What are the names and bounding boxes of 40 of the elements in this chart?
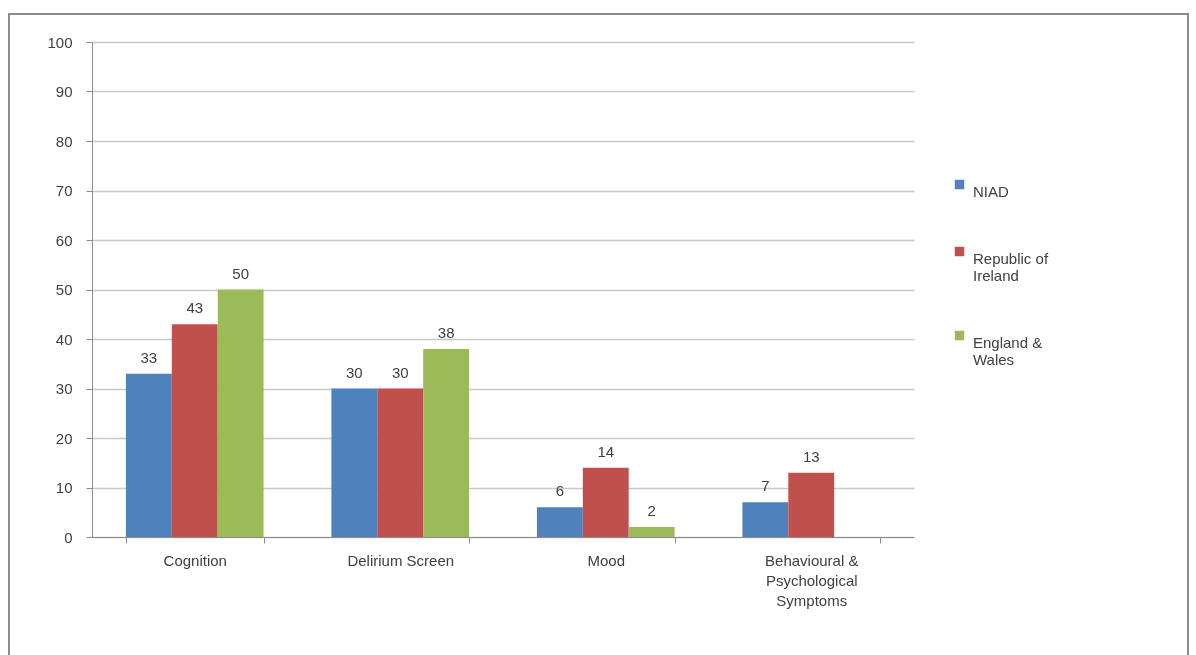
y-tick-label: 0 — [64, 528, 73, 546]
y-tick-label: 60 — [55, 231, 73, 249]
x-tick-label: Delirium Screen — [347, 551, 455, 569]
data-label: 13 — [802, 447, 820, 465]
bar — [582, 467, 629, 537]
bar — [536, 507, 583, 537]
data-label: 38 — [437, 323, 455, 341]
legend-label: Republic of Ireland — [973, 249, 1049, 284]
y-tick-label: 80 — [55, 132, 73, 150]
x-tick-label: Cognition — [163, 551, 227, 569]
data-label: 6 — [555, 482, 565, 500]
legend-label: England & Wales — [973, 333, 1043, 368]
data-label: 30 — [391, 363, 409, 381]
y-tick-label: 20 — [55, 429, 73, 447]
data-label: 30 — [346, 363, 363, 381]
y-tick-label: 50 — [55, 281, 73, 298]
bar — [628, 527, 675, 537]
bar — [217, 289, 264, 537]
x-tick-label: Behavioural & Psychological Symptoms — [765, 551, 859, 609]
x-tick-label: Mood — [587, 551, 626, 569]
data-label: 50 — [232, 264, 249, 282]
bar — [742, 502, 789, 537]
bar — [377, 388, 424, 537]
y-tick-label: 40 — [55, 330, 73, 348]
y-tick-label: 70 — [55, 182, 73, 199]
bar — [423, 348, 470, 537]
legend-label: NIAD — [973, 182, 1009, 200]
data-label: 14 — [597, 442, 615, 460]
bar — [788, 472, 835, 537]
data-label: 2 — [647, 502, 656, 520]
data-label: 33 — [140, 348, 158, 366]
bar — [171, 324, 218, 537]
y-tick-label: 10 — [55, 479, 73, 496]
bar — [125, 373, 172, 537]
data-label: 43 — [186, 299, 204, 317]
data-label: 7 — [761, 477, 770, 495]
bar — [331, 388, 378, 537]
y-tick-label: 90 — [55, 83, 73, 100]
y-tick-label: 100 — [47, 33, 73, 51]
y-tick-label: 30 — [55, 380, 73, 397]
